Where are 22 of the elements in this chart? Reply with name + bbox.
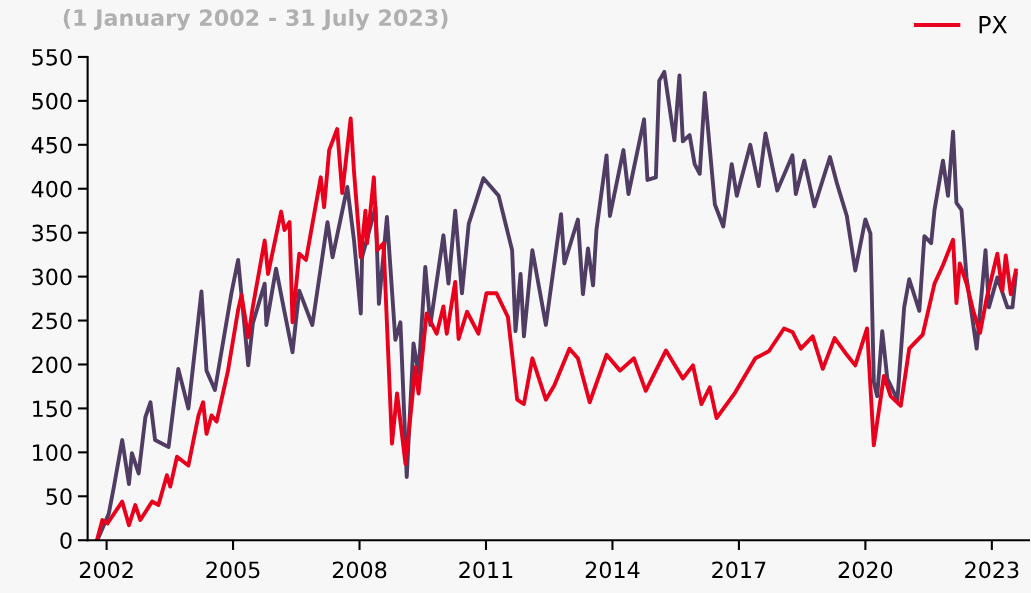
y-tick-label: 500 <box>32 92 72 110</box>
y-tick-label: 50 <box>46 488 72 506</box>
x-tick-label: 2020 <box>838 561 893 579</box>
y-tick-label: 450 <box>31 136 72 154</box>
x-tick-label: 2014 <box>585 561 640 579</box>
y-tick-label: 350 <box>32 224 72 242</box>
y-tick-label: 400 <box>31 180 72 198</box>
y-tick-label: 250 <box>32 312 72 330</box>
y-tick-label: 200 <box>32 356 72 374</box>
x-tick-label: 2017 <box>712 561 766 579</box>
x-tick-label: 2002 <box>79 561 133 579</box>
y-tick-label: 150 <box>33 400 72 418</box>
y-tick-label: 0 <box>60 532 72 549</box>
chart-subtitle: (1 January 2002 - 31 July 2023) <box>63 8 448 31</box>
legend-label: PX <box>979 16 1007 34</box>
x-tick-label: 2008 <box>332 561 387 579</box>
x-tick-label: 2011 <box>459 561 513 579</box>
x-tick-label: 2005 <box>206 561 260 579</box>
y-tick-label: 100 <box>33 444 72 462</box>
x-tick-label: 2023 <box>965 561 1019 579</box>
y-tick-label: 300 <box>32 268 72 286</box>
y-tick-label: 550 <box>32 48 72 66</box>
